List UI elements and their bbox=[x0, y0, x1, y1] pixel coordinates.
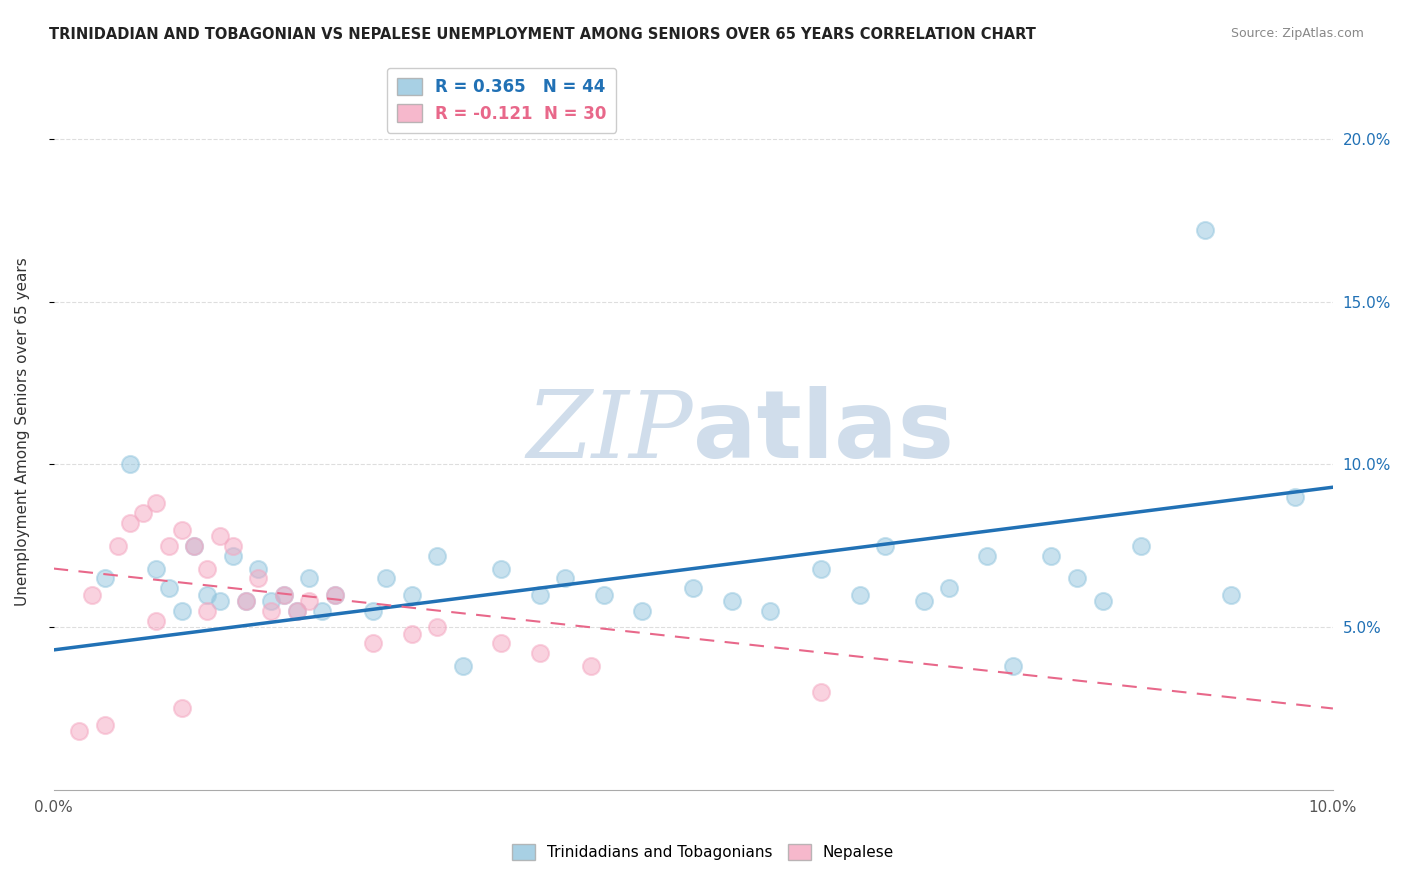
Point bbox=[222, 539, 245, 553]
Point bbox=[592, 588, 614, 602]
Point bbox=[208, 529, 231, 543]
Point bbox=[554, 571, 576, 585]
Legend: R = 0.365   N = 44, R = -0.121  N = 30: R = 0.365 N = 44, R = -0.121 N = 30 bbox=[387, 68, 616, 133]
Point bbox=[363, 604, 385, 618]
Point bbox=[631, 604, 654, 618]
Text: TRINIDADIAN AND TOBAGONIAN VS NEPALESE UNEMPLOYMENT AMONG SENIORS OVER 65 YEARS : TRINIDADIAN AND TOBAGONIAN VS NEPALESE U… bbox=[49, 27, 1036, 42]
Point bbox=[222, 549, 245, 563]
Point bbox=[1002, 659, 1025, 673]
Point bbox=[311, 604, 333, 618]
Point bbox=[491, 636, 513, 650]
Point bbox=[195, 604, 218, 618]
Point bbox=[426, 620, 449, 634]
Point bbox=[94, 571, 117, 585]
Point bbox=[810, 685, 832, 699]
Point bbox=[145, 614, 167, 628]
Point bbox=[157, 581, 180, 595]
Point bbox=[94, 718, 117, 732]
Point bbox=[80, 588, 103, 602]
Point bbox=[491, 561, 513, 575]
Point bbox=[208, 594, 231, 608]
Point bbox=[298, 571, 321, 585]
Point bbox=[132, 506, 155, 520]
Point bbox=[195, 588, 218, 602]
Point bbox=[120, 458, 142, 472]
Point bbox=[976, 549, 998, 563]
Point bbox=[260, 594, 283, 608]
Point bbox=[529, 588, 551, 602]
Point bbox=[1040, 549, 1063, 563]
Point bbox=[1219, 588, 1241, 602]
Point bbox=[401, 626, 423, 640]
Point bbox=[529, 646, 551, 660]
Legend: Trinidadians and Tobagonians, Nepalese: Trinidadians and Tobagonians, Nepalese bbox=[506, 838, 900, 866]
Point bbox=[426, 549, 449, 563]
Point bbox=[875, 539, 897, 553]
Point bbox=[285, 604, 308, 618]
Point bbox=[273, 588, 295, 602]
Point bbox=[375, 571, 398, 585]
Point bbox=[145, 561, 167, 575]
Text: ZIP: ZIP bbox=[527, 387, 693, 477]
Point bbox=[183, 539, 205, 553]
Point bbox=[579, 659, 602, 673]
Point bbox=[170, 604, 193, 618]
Point bbox=[401, 588, 423, 602]
Point bbox=[195, 561, 218, 575]
Point bbox=[170, 523, 193, 537]
Point bbox=[67, 724, 90, 739]
Point bbox=[323, 588, 346, 602]
Point bbox=[720, 594, 742, 608]
Point bbox=[285, 604, 308, 618]
Point bbox=[260, 604, 283, 618]
Point bbox=[1066, 571, 1088, 585]
Point bbox=[235, 594, 257, 608]
Point bbox=[170, 701, 193, 715]
Point bbox=[247, 561, 270, 575]
Point bbox=[1091, 594, 1114, 608]
Point bbox=[145, 496, 167, 510]
Point bbox=[120, 516, 142, 530]
Point bbox=[938, 581, 960, 595]
Text: atlas: atlas bbox=[693, 386, 955, 478]
Y-axis label: Unemployment Among Seniors over 65 years: Unemployment Among Seniors over 65 years bbox=[15, 258, 30, 607]
Point bbox=[1194, 223, 1216, 237]
Point bbox=[235, 594, 257, 608]
Point bbox=[298, 594, 321, 608]
Point bbox=[247, 571, 270, 585]
Point bbox=[1130, 539, 1153, 553]
Point bbox=[759, 604, 782, 618]
Point bbox=[183, 539, 205, 553]
Point bbox=[912, 594, 935, 608]
Point bbox=[1284, 490, 1306, 504]
Point bbox=[451, 659, 474, 673]
Point bbox=[273, 588, 295, 602]
Point bbox=[810, 561, 832, 575]
Point bbox=[157, 539, 180, 553]
Point bbox=[848, 588, 870, 602]
Point bbox=[682, 581, 704, 595]
Text: Source: ZipAtlas.com: Source: ZipAtlas.com bbox=[1230, 27, 1364, 40]
Point bbox=[107, 539, 129, 553]
Point bbox=[323, 588, 346, 602]
Point bbox=[363, 636, 385, 650]
